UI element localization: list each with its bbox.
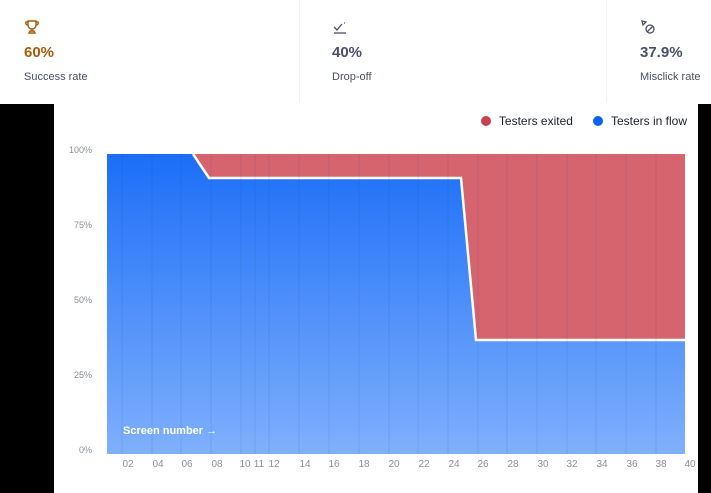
misclick-icon [641, 20, 655, 34]
x-tick: 16 [328, 459, 340, 470]
legend-dot-icon [592, 116, 603, 126]
x-tick: 02 [122, 459, 134, 470]
y-tick: 0% [78, 445, 92, 455]
x-tick: 32 [566, 459, 578, 470]
y-tick: 75% [73, 220, 92, 230]
black-margin-left [0, 104, 54, 493]
x-tick: 24 [448, 459, 460, 470]
x-tick: 14 [299, 459, 311, 470]
divider [606, 0, 607, 103]
stats-row: 60% Success rate 40% Drop-off 37.9% Misc… [0, 0, 711, 103]
x-tick: 08 [211, 459, 223, 470]
x-tick: 12 [268, 459, 280, 470]
x-tick: 30 [537, 459, 549, 470]
x-tick: 11 [253, 459, 265, 470]
x-tick: 22 [418, 459, 430, 470]
divider [299, 0, 300, 103]
stat-label: Drop-off [332, 71, 372, 83]
x-tick: 26 [477, 459, 489, 470]
in-flow-area [107, 154, 685, 454]
y-tick: 100% [68, 145, 92, 155]
legend-label: Testers in flow [610, 114, 687, 128]
x-tick: 28 [507, 459, 519, 470]
trophy-icon [25, 20, 39, 34]
chart-legend: Testers exited Testers in flow [480, 114, 687, 128]
x-tick: 38 [655, 459, 667, 470]
legend-dot-icon [480, 116, 491, 126]
x-tick: 36 [626, 459, 638, 470]
drop-off-icon [333, 22, 346, 34]
legend-item-in-flow[interactable]: Testers in flow [592, 114, 687, 128]
x-tick: 40 [684, 459, 696, 470]
stat-label: Misclick rate [640, 71, 701, 83]
legend-item-exited[interactable]: Testers exited [480, 114, 573, 128]
x-axis-note: Screen number → [123, 425, 218, 437]
stat-value: 60% [24, 44, 55, 61]
y-tick: 50% [73, 295, 92, 305]
black-margin-right-overlay [698, 104, 711, 493]
stat-value: 37.9% [640, 44, 683, 61]
x-tick: 34 [596, 459, 608, 470]
x-tick: 04 [152, 459, 164, 470]
y-tick: 25% [73, 370, 92, 380]
stat-value: 40% [332, 44, 363, 61]
x-tick: 20 [388, 459, 400, 470]
x-tick: 18 [358, 459, 370, 470]
x-tick: 06 [181, 459, 193, 470]
stat-label: Success rate [24, 71, 88, 83]
x-tick: 10 [239, 459, 251, 470]
legend-label: Testers exited [498, 114, 573, 128]
